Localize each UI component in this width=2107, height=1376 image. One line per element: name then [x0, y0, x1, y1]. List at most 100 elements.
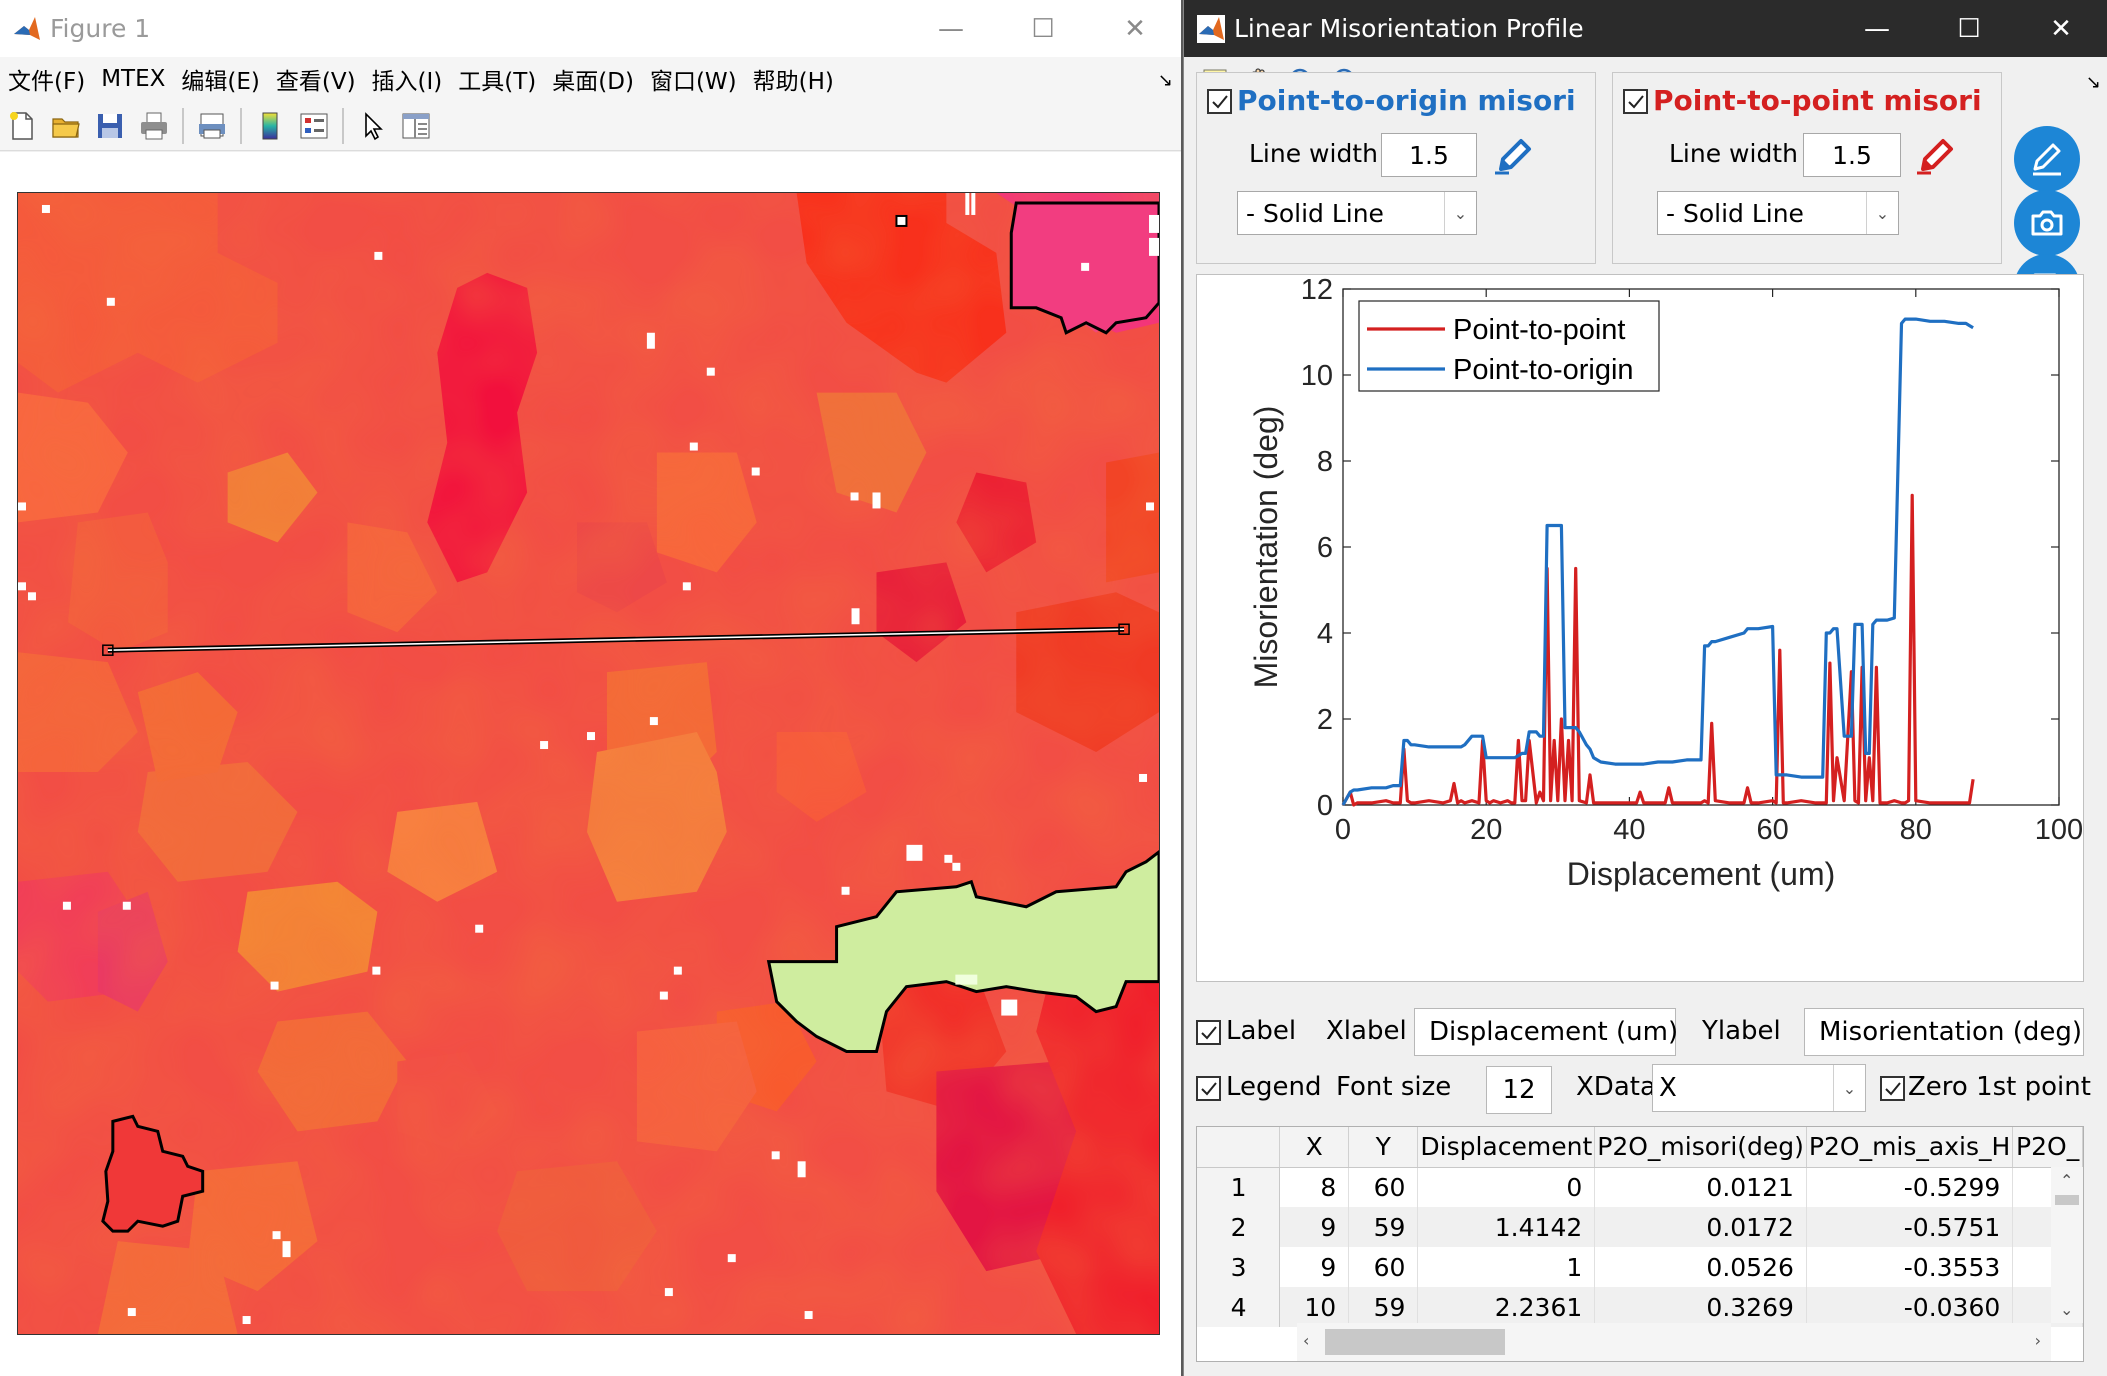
cell-x[interactable]: 9 [1279, 1247, 1350, 1287]
table-row[interactable]: 2 9 59 1.4142 0.0172 -0.5751 [1197, 1207, 2083, 1247]
p2o-enable-checkbox[interactable] [1207, 89, 1232, 114]
figure-toolbar [0, 101, 1181, 151]
print-icon[interactable] [135, 107, 173, 145]
p2o-line-width-input[interactable]: 1.5 [1381, 133, 1477, 177]
save-icon[interactable] [91, 107, 129, 145]
cell-p2o-mis-axis[interactable]: -0.3553 [1806, 1247, 2014, 1287]
series-line-point-to-origin[interactable] [1341, 317, 1974, 806]
cell-x[interactable]: 8 [1279, 1167, 1350, 1207]
scroll-up-icon[interactable]: ⌃ [2060, 1171, 2074, 1190]
xdata-dropdown[interactable]: X ⌄ [1652, 1064, 1866, 1112]
cell-p2o-misori[interactable]: 0.3269 [1594, 1287, 1807, 1327]
legend-icon[interactable] [295, 107, 333, 145]
cell-displacement[interactable]: 0 [1417, 1167, 1596, 1207]
zero-first-point-checkbox[interactable] [1880, 1076, 1905, 1101]
row-number: 3 [1197, 1247, 1281, 1287]
cell-p2o-mis-axis[interactable]: -0.5751 [1806, 1207, 2014, 1247]
edit-plot-button[interactable] [2014, 126, 2080, 192]
menu-window[interactable]: 窗口(W) [649, 69, 737, 95]
cell-x[interactable]: 10 [1279, 1287, 1350, 1327]
x-tick-label: 20 [1470, 814, 1502, 846]
p2o-line-style-dropdown[interactable]: - Solid Line ⌄ [1237, 191, 1477, 235]
cell-displacement[interactable]: 1 [1417, 1247, 1596, 1287]
cell-y[interactable]: 60 [1348, 1167, 1419, 1207]
property-editor-icon[interactable] [397, 107, 435, 145]
series-line-point-to-point[interactable] [1341, 493, 1975, 807]
x-tick-label: 40 [1613, 814, 1645, 846]
table-header-y[interactable]: Y [1348, 1127, 1419, 1168]
menu-file[interactable]: 文件(F) [8, 69, 86, 95]
xlabel-input[interactable]: Displacement (um) [1414, 1008, 1678, 1056]
zero-first-point-label: Zero 1st point [1908, 1072, 2091, 1102]
font-size-input[interactable]: 12 [1486, 1066, 1552, 1114]
legend-box[interactable] [1358, 300, 1660, 392]
table-row[interactable]: 1 8 60 0 0.0121 -0.5299 [1197, 1167, 2083, 1207]
menu-insert[interactable]: 插入(I) [371, 69, 443, 95]
cell-p2o-misori[interactable]: 0.0526 [1594, 1247, 1807, 1287]
pointer-icon[interactable] [353, 107, 391, 145]
new-file-icon[interactable] [3, 107, 41, 145]
table-vertical-scrollbar[interactable]: ⌃ ⌄ [2051, 1167, 2083, 1323]
table-header-p2o-extra[interactable]: P2O_ [2012, 1127, 2083, 1168]
cell-displacement[interactable]: 1.4142 [1417, 1207, 1596, 1247]
menu-desktop[interactable]: 桌面(D) [552, 69, 634, 95]
scroll-left-icon[interactable]: ‹ [1303, 1331, 1310, 1350]
row-number: 4 [1197, 1287, 1281, 1327]
menu-help[interactable]: 帮助(H) [752, 69, 834, 95]
p2p-line-style-dropdown[interactable]: - Solid Line ⌄ [1657, 191, 1899, 235]
menu-edit[interactable]: 编辑(E) [181, 69, 260, 95]
scroll-down-icon[interactable]: ⌄ [2060, 1300, 2074, 1319]
figure-maximize-button[interactable]: ☐ [1031, 13, 1055, 44]
profile-data-table[interactable]: X Y Displacement P2O_misori(deg) P2O_mis… [1196, 1126, 2084, 1362]
label-checkbox[interactable] [1196, 1020, 1221, 1045]
legend-label: Point-to-origin [1453, 354, 1634, 386]
cell-y[interactable]: 59 [1348, 1287, 1419, 1327]
table-header-x[interactable]: X [1279, 1127, 1350, 1168]
cell-p2o-misori[interactable]: 0.0172 [1594, 1207, 1807, 1247]
table-row[interactable]: 4 10 59 2.2361 0.3269 -0.0360 [1197, 1287, 2083, 1327]
scroll-right-icon[interactable]: › [2034, 1331, 2041, 1350]
profile-minimize-button[interactable]: — [1864, 13, 1890, 44]
colorbar-icon[interactable] [251, 107, 289, 145]
ylabel-label: Ylabel [1702, 1016, 1781, 1046]
p2p-enable-checkbox[interactable] [1623, 89, 1648, 114]
table-header-p2o-misori[interactable]: P2O_misori(deg) [1594, 1127, 1807, 1168]
menubar-dock-arrow-icon[interactable]: ↘ [1157, 70, 1173, 91]
cell-p2o-mis-axis[interactable]: -0.0360 [1806, 1287, 2014, 1327]
profile-maximize-button[interactable]: ☐ [1957, 13, 1981, 44]
table-header-p2o-mis-axis[interactable]: P2O_mis_axis_H [1806, 1127, 2014, 1168]
label-controls-row: Label Xlabel Displacement (um) Ylabel Mi… [1196, 1008, 2095, 1060]
table-horizontal-scrollbar[interactable]: ‹ › [1297, 1323, 2051, 1361]
ebsd-orientation-map[interactable] [17, 192, 1160, 1335]
snapshot-button[interactable] [2014, 190, 2080, 256]
table-header-displacement[interactable]: Displacement [1417, 1127, 1596, 1168]
ylabel-input[interactable]: Misorientation (deg) [1804, 1008, 2084, 1056]
p2o-color-pen-icon[interactable] [1491, 133, 1537, 179]
y-tick-label: 10 [1301, 360, 1333, 392]
cell-p2o-misori[interactable]: 0.0121 [1594, 1167, 1807, 1207]
chevron-down-icon: ⌄ [1444, 192, 1476, 234]
cell-displacement[interactable]: 2.2361 [1417, 1287, 1596, 1327]
menu-mtex[interactable]: MTEX [101, 66, 166, 92]
table-vscroll-thumb[interactable] [2055, 1195, 2079, 1205]
menu-tools[interactable]: 工具(T) [458, 69, 537, 95]
y-tick-label: 4 [1317, 618, 1333, 650]
cell-x[interactable]: 9 [1279, 1207, 1350, 1247]
menu-view[interactable]: 查看(V) [275, 69, 356, 95]
p2p-color-pen-icon[interactable] [1913, 133, 1959, 179]
print-preview-icon[interactable] [193, 107, 231, 145]
toolbar-dock-arrow-icon[interactable]: ↘ [2085, 72, 2101, 93]
open-folder-icon[interactable] [47, 107, 85, 145]
figure-minimize-button[interactable]: — [938, 13, 964, 44]
cell-y[interactable]: 59 [1348, 1207, 1419, 1247]
figure-close-button[interactable]: ✕ [1124, 13, 1146, 44]
profile-close-button[interactable]: ✕ [2050, 13, 2072, 44]
legend-checkbox[interactable] [1196, 1076, 1221, 1101]
cell-y[interactable]: 60 [1348, 1247, 1419, 1287]
table-hscroll-thumb[interactable] [1325, 1329, 1505, 1355]
cell-p2o-mis-axis[interactable]: -0.5299 [1806, 1167, 2014, 1207]
p2p-line-width-input[interactable]: 1.5 [1803, 133, 1901, 177]
misorientation-chart[interactable]: 0 20 40 60 80 100 0 2 4 6 8 10 12 Displacement (um) Mi… [1197, 275, 2085, 983]
figure-canvas [0, 152, 1181, 1376]
table-row[interactable]: 3 9 60 1 0.0526 -0.3553 [1197, 1247, 2083, 1287]
